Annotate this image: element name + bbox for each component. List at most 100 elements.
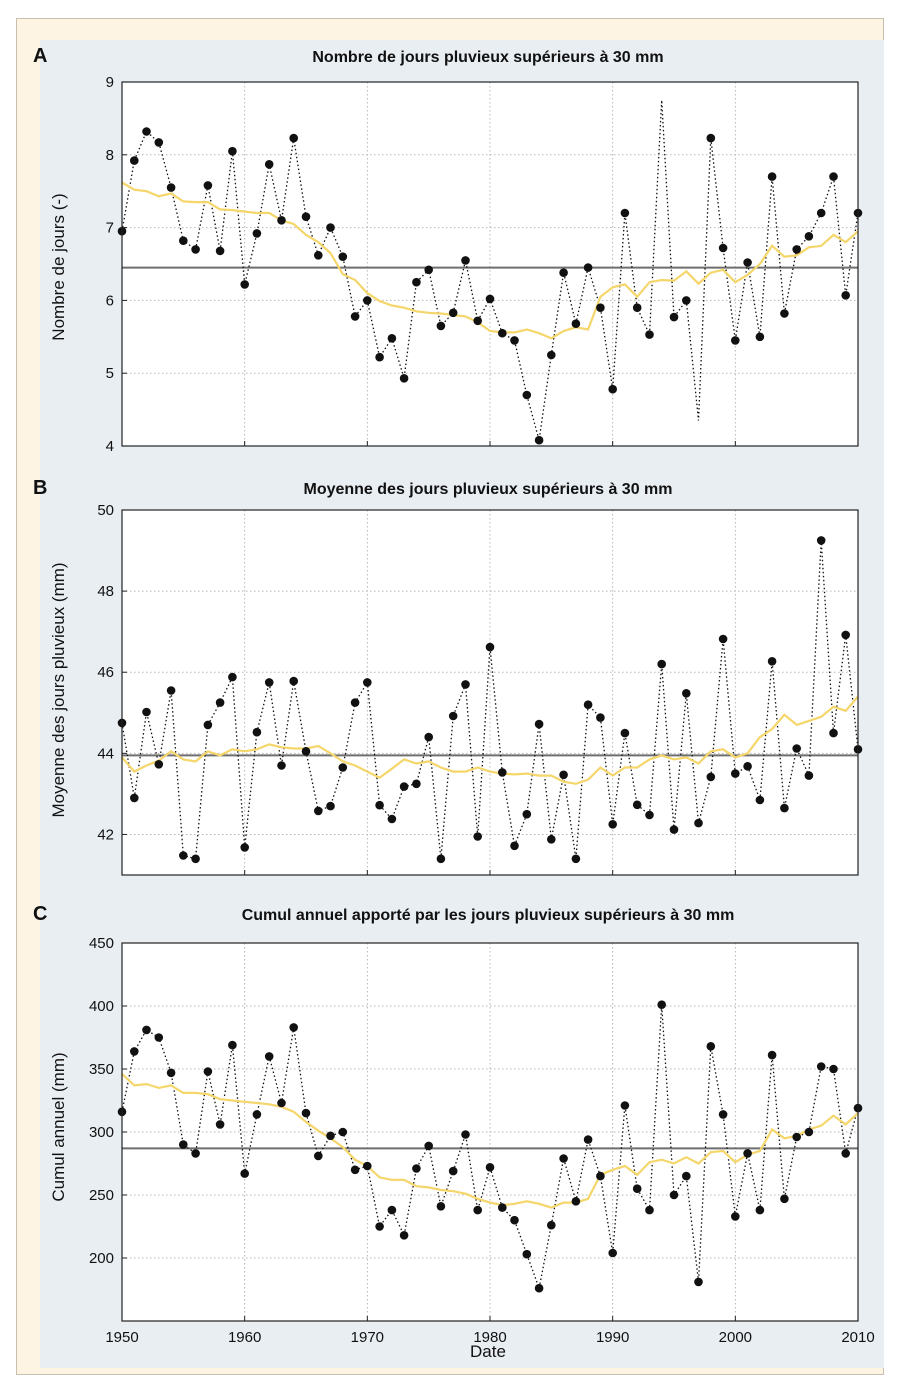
data-point xyxy=(412,1164,421,1173)
data-point xyxy=(264,1052,274,1061)
data-point xyxy=(596,1171,605,1181)
data-point xyxy=(461,680,470,689)
data-point xyxy=(816,536,826,545)
data-point xyxy=(682,296,691,305)
data-point xyxy=(277,216,286,225)
data-point xyxy=(412,779,421,789)
data-point xyxy=(596,303,605,313)
data-point xyxy=(596,713,605,722)
data-point xyxy=(399,1231,409,1240)
data-point xyxy=(142,1025,151,1035)
data-point xyxy=(620,1101,630,1110)
data-point xyxy=(448,711,458,721)
data-point xyxy=(166,686,176,695)
data-point xyxy=(350,1165,360,1175)
data-point xyxy=(534,1283,544,1293)
data-point xyxy=(130,793,139,803)
data-point xyxy=(387,1205,397,1215)
y-tick-label: 9 xyxy=(106,74,114,91)
data-point xyxy=(780,1194,789,1204)
y-axis-label-a: Nombre de jours (-) xyxy=(49,193,68,340)
data-point xyxy=(755,1205,765,1215)
data-point xyxy=(731,336,740,345)
y-tick-label: 8 xyxy=(106,147,114,164)
data-point xyxy=(632,303,642,313)
data-point xyxy=(583,263,593,272)
data-point xyxy=(387,814,397,824)
data-point xyxy=(571,854,581,864)
data-point xyxy=(375,800,384,810)
data-point xyxy=(399,782,409,791)
data-point xyxy=(473,1205,483,1215)
data-point xyxy=(608,1248,617,1258)
panel-letter-b: B xyxy=(33,477,47,499)
data-point xyxy=(314,1151,323,1161)
data-point xyxy=(215,1120,225,1129)
data-point xyxy=(473,316,483,326)
data-point xyxy=(571,319,581,329)
panel-letter-c: C xyxy=(33,903,47,925)
panel-a: A Nombre de jours pluvieux supérieurs à … xyxy=(33,45,863,455)
data-point xyxy=(706,1042,716,1051)
data-point xyxy=(424,1141,434,1151)
panel-b: B Moyenne des jours pluvieux supérieurs … xyxy=(33,477,863,876)
data-point xyxy=(363,678,372,687)
data-point xyxy=(682,689,691,698)
data-point xyxy=(767,1050,777,1060)
data-point xyxy=(399,374,409,383)
data-point xyxy=(154,760,164,769)
data-point xyxy=(264,678,274,687)
data-point xyxy=(240,1169,249,1178)
data-point xyxy=(142,707,151,717)
plot-area-a: 4 5 6 7 8 9 xyxy=(106,74,863,455)
data-point xyxy=(424,732,434,742)
data-point xyxy=(473,832,483,841)
data-point xyxy=(203,720,213,730)
data-point xyxy=(608,384,617,394)
data-point xyxy=(743,1149,752,1158)
data-point xyxy=(645,330,654,339)
x-tick-label: 1980 xyxy=(473,1329,506,1346)
data-point xyxy=(547,1220,556,1230)
data-point xyxy=(669,1190,679,1200)
data-point xyxy=(816,208,826,218)
data-point xyxy=(755,795,765,805)
y-tick-label: 350 xyxy=(89,1061,114,1078)
x-tick-label: 2000 xyxy=(719,1329,752,1346)
data-point xyxy=(694,818,703,828)
data-point xyxy=(252,1110,262,1119)
data-point xyxy=(215,246,225,256)
data-point xyxy=(743,258,752,267)
data-point xyxy=(436,1202,446,1211)
data-point xyxy=(755,332,765,342)
data-point xyxy=(289,133,299,143)
data-point xyxy=(706,772,716,782)
data-point xyxy=(301,1108,311,1118)
data-point xyxy=(289,676,299,686)
plot-area-c: 200 250 300 350 400 450 1950 1960 1970 1980 1990 20… xyxy=(89,935,875,1346)
data-point xyxy=(387,334,397,343)
plot-background xyxy=(122,510,858,875)
x-tick-label: 1950 xyxy=(105,1329,138,1346)
data-point xyxy=(522,1249,532,1259)
data-point xyxy=(350,312,360,321)
data-point xyxy=(338,252,348,261)
data-point xyxy=(718,243,728,253)
data-point xyxy=(314,806,323,816)
data-point xyxy=(142,127,151,136)
data-point xyxy=(829,728,838,738)
panel-title-c: Cumul annuel apporté par les jours pluvi… xyxy=(242,907,735,924)
data-point xyxy=(436,854,446,864)
data-point xyxy=(412,277,421,287)
data-point xyxy=(534,435,544,445)
data-point xyxy=(657,1000,666,1009)
y-tick-label: 50 xyxy=(97,502,114,519)
data-point xyxy=(485,642,495,652)
data-point xyxy=(767,657,777,666)
y-tick-label: 200 xyxy=(89,1250,114,1267)
y-tick-label: 7 xyxy=(106,220,114,237)
data-point xyxy=(461,1130,470,1139)
data-point xyxy=(620,208,630,218)
data-point xyxy=(264,160,274,169)
